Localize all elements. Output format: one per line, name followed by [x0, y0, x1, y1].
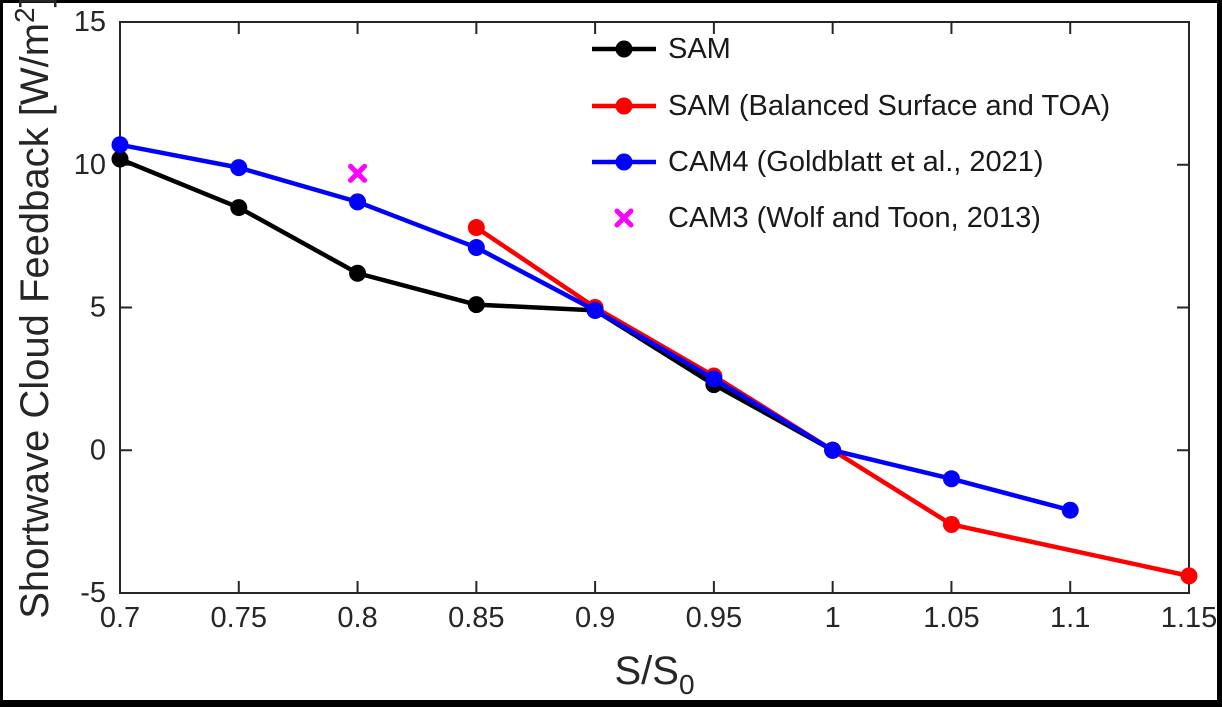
data-point-marker: [467, 296, 485, 314]
data-point-marker: [467, 219, 485, 237]
data-point-marker: [230, 159, 248, 177]
figure-border-top: [0, 0, 1222, 3]
legend-item: CAM3 (Wolf and Toon, 2013): [614, 202, 1041, 234]
y-axis-label-superscript: 2: [9, 7, 40, 23]
legend-label: CAM3 (Wolf and Toon, 2013): [668, 202, 1041, 234]
data-point-marker: [824, 441, 842, 459]
data-point-marker: [705, 370, 723, 388]
y-axis-label-suffix: ]: [13, 0, 57, 7]
y-tick-label: 5: [90, 292, 106, 324]
y-tick-label: 15: [74, 6, 106, 38]
series-cam4-goldblatt-et-al-2021: [111, 136, 1079, 519]
legend-label: SAM: [668, 33, 731, 65]
data-point-marker: [942, 470, 960, 488]
legend-sample-marker: [614, 208, 634, 228]
y-axis-label: Shortwave Cloud Feedback [W/m2]: [9, 0, 57, 619]
x-tick-labels: 0.7 0.75 0.8 0.85 0.9 0.95 1 1.05 1.1 1.15: [100, 602, 1217, 634]
y-tick-label: -5: [80, 577, 106, 609]
y-axis-label-base: Shortwave Cloud Feedback [W/m: [13, 23, 57, 619]
data-point-marker: [1061, 501, 1079, 519]
x-tick-label: 0.95: [686, 602, 742, 634]
legend-item: SAM (Balanced Surface and TOA): [592, 90, 1110, 122]
x-tick-label: 0.75: [211, 602, 267, 634]
x-tick-label: 1.15: [1161, 602, 1217, 634]
data-point-marker: [349, 264, 367, 282]
data-point-marker: [111, 136, 129, 154]
x-tick-label: 0.7: [100, 602, 140, 634]
figure-border-left: [0, 0, 3, 707]
x-tick-label: 0.9: [575, 602, 615, 634]
legend-item: CAM4 (Goldblatt et al., 2021): [592, 146, 1044, 178]
data-point-x-marker: [348, 163, 368, 183]
legend-item: SAM: [592, 33, 731, 65]
legend-sample-marker: [615, 97, 633, 115]
data-point-marker: [586, 301, 604, 319]
data-point-marker: [1180, 567, 1198, 585]
data-point-marker: [467, 239, 485, 257]
axis-ticks: [119, 21, 1190, 594]
figure-border-bottom: [0, 700, 1222, 707]
y-tick-label: 0: [90, 434, 106, 466]
legend-sample-marker: [615, 40, 633, 58]
x-axis-label-subscript: 0: [679, 669, 695, 700]
x-tick-label: 1: [825, 602, 841, 634]
data-point-marker: [111, 150, 129, 168]
y-tick-labels: -5 0 5 10 15: [74, 6, 106, 609]
x-tick-label: 1.05: [923, 602, 979, 634]
x-tick-label: 1.1: [1050, 602, 1090, 634]
legend-label: CAM4 (Goldblatt et al., 2021): [668, 146, 1044, 178]
legend-label: SAM (Balanced Surface and TOA): [668, 90, 1110, 122]
y-tick-label: 10: [74, 149, 106, 181]
data-point-marker: [942, 515, 960, 533]
legend-sample-marker: [615, 153, 633, 171]
x-tick-label: 0.8: [337, 602, 377, 634]
series-cam3-wolf-and-toon-2013: [348, 163, 368, 183]
data-point-marker: [349, 193, 367, 211]
data-point-marker: [230, 199, 248, 217]
x-axis-label: S/S0: [614, 649, 694, 700]
x-tick-label: 0.85: [448, 602, 504, 634]
figure-border-right: [1217, 0, 1222, 707]
x-axis-label-base: S/S: [614, 649, 678, 693]
legend: SAM SAM (Balanced Surface and TOA) CAM4 (G…: [592, 33, 1110, 234]
